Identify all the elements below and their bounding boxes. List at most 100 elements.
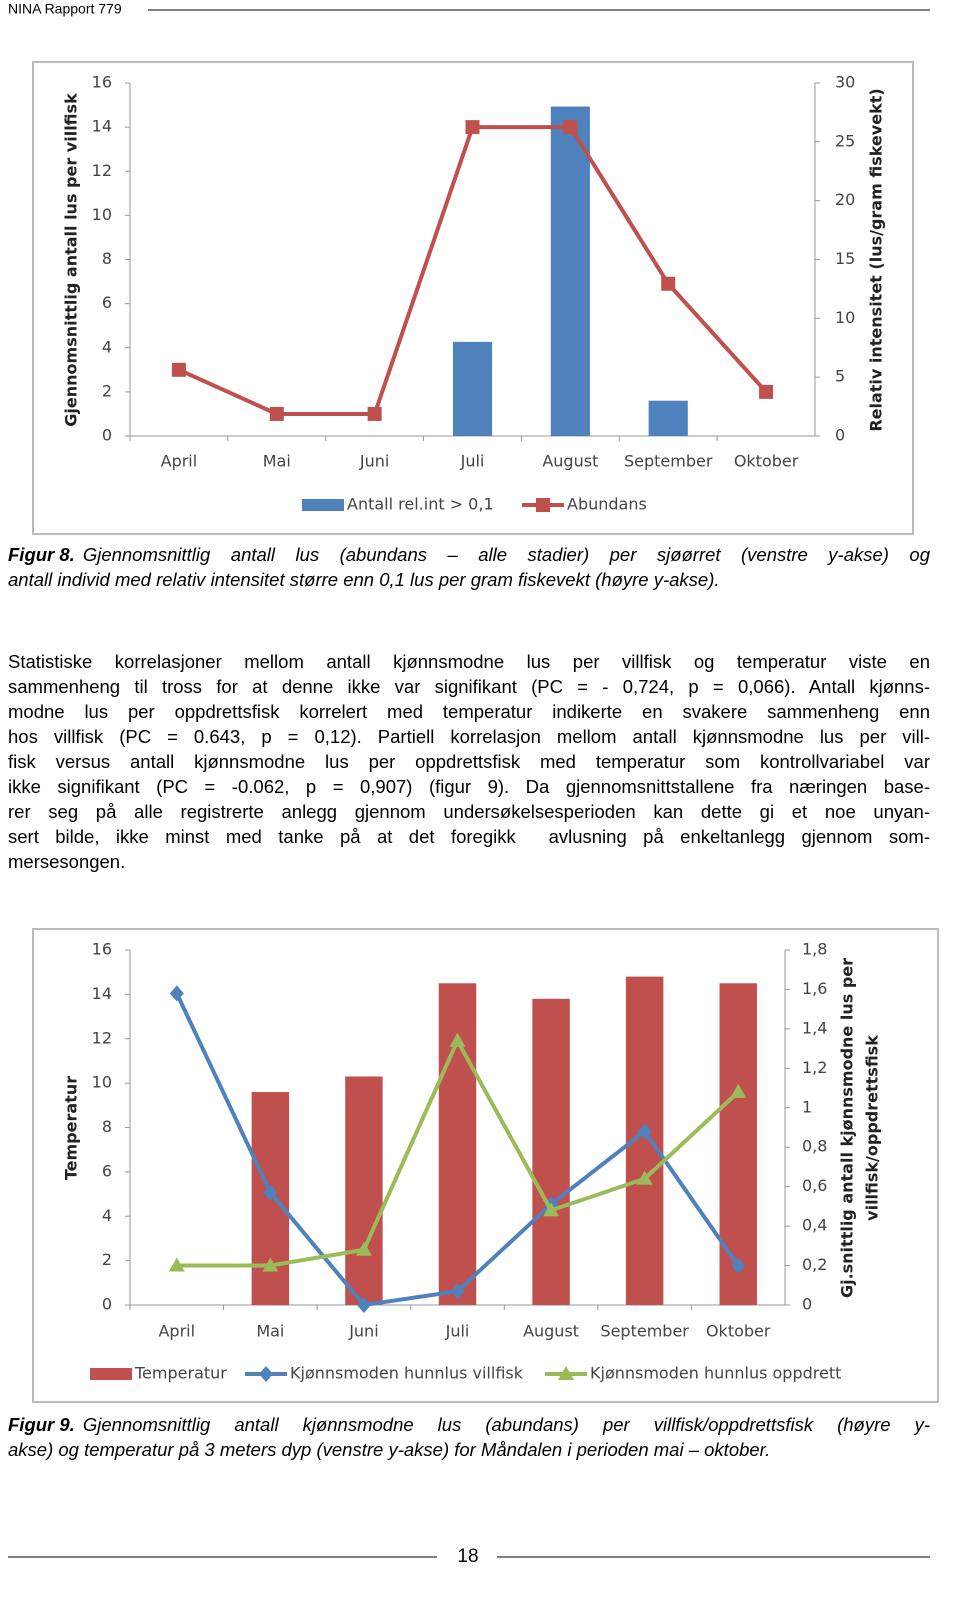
x-tick-label: Juni (359, 452, 389, 471)
bar (648, 400, 688, 436)
page-number: 18 (457, 1546, 478, 1567)
y-tick-label: 4 (102, 1206, 112, 1225)
paragraph-line: mersesongen. (8, 851, 126, 872)
marker (636, 1170, 653, 1185)
x-tick-label: Juli (445, 1322, 470, 1341)
paragraph-line: rer seg på alle registrerte anlegg gjenn… (8, 801, 930, 822)
marker (169, 985, 184, 1002)
marker (168, 1257, 185, 1272)
y2-tick-label: 5 (835, 367, 845, 386)
legend-swatch (90, 1368, 132, 1380)
y-tick-label: 12 (92, 1028, 112, 1047)
marker (269, 406, 284, 421)
marker (355, 1241, 372, 1256)
legend-label: Abundans (567, 495, 647, 514)
y-tick-label: 12 (92, 161, 112, 180)
header-title: NINA Rapport 779 (8, 1, 122, 17)
marker (558, 1366, 574, 1380)
y-tick-label: 0 (102, 426, 112, 445)
y2-tick-label: 1,4 (802, 1018, 827, 1037)
chart-frame (32, 928, 939, 1403)
y2-tick-label: 1,6 (802, 979, 827, 998)
x-tick-label: Juni (348, 1322, 378, 1341)
caption-label: Figur 8. (8, 544, 75, 565)
y-tick-label: 10 (92, 205, 112, 224)
marker (543, 1202, 560, 1217)
legend-label: Antall rel.int > 0,1 (347, 495, 494, 514)
y2-tick-label: 0,2 (802, 1255, 827, 1274)
caption-label: Figur 9. (8, 1414, 75, 1435)
x-tick-label: Mai (263, 452, 291, 471)
caption-text: Gjennomsnittlig antall lus (abundans – a… (82, 544, 930, 565)
y-tick-label: 2 (102, 381, 112, 400)
y-tick-label: 0 (102, 1295, 112, 1314)
paragraph-line: fisk versus antall kjønnsmodne lus per o… (8, 751, 930, 772)
marker (367, 406, 382, 421)
y2-tick-label: 1 (802, 1097, 812, 1116)
y-tick-label: 16 (92, 73, 112, 92)
bar (438, 983, 477, 1305)
marker (637, 1123, 652, 1140)
marker (263, 1184, 278, 1201)
paragraph-line: sert bilde, ikke minst med tanke på at d… (8, 826, 930, 847)
y2-axis-title: Relativ intensitet (lus/gram fiskevekt) (867, 88, 886, 431)
legend-swatch (302, 499, 344, 511)
y-tick-label: 14 (92, 984, 112, 1003)
caption-text: Gjennomsnittlig antall kjønnsmodne lus (… (82, 1414, 930, 1435)
y2-tick-label: 25 (835, 131, 855, 150)
paragraph-line: hos villfisk (PC = 0.643, p = 0,12). Par… (8, 726, 930, 747)
marker (259, 1366, 273, 1382)
x-tick-label: August (523, 1322, 579, 1341)
x-tick-label: Mai (256, 1322, 284, 1341)
y-axis-title: Temperatur (62, 1076, 81, 1180)
caption-line: Figur 9. Gjennomsnittlig antall kjønnsmod… (8, 1412, 930, 1437)
marker (536, 498, 550, 512)
caption-line: Figur 8. Gjennomsnittlig antall lus (abun… (8, 542, 930, 567)
paragraph-line: ikke signifikant (PC = -0.062, p = 0,907… (8, 776, 930, 797)
y2-tick-label: 0,6 (802, 1176, 827, 1195)
marker (759, 384, 774, 399)
y2-axis-title: villfisk/oppdrettsfisk (863, 1035, 882, 1221)
marker (449, 1032, 466, 1047)
marker (171, 362, 186, 377)
y2-tick-label: 1,2 (802, 1058, 827, 1077)
bar (452, 341, 493, 436)
legend-label: Temperatur (134, 1364, 227, 1383)
y-tick-label: 16 (92, 940, 112, 959)
bar (550, 106, 590, 437)
x-tick-label: April (161, 452, 198, 471)
y2-tick-label: 0 (802, 1295, 812, 1314)
x-tick-label: September (600, 1322, 689, 1341)
y2-axis-title: Gj.snittlig antall kjønnsmodne lus per (838, 958, 857, 1298)
y-tick-label: 14 (92, 117, 112, 136)
caption-line: akse) og temperatur på 3 meters dyp (ven… (8, 1439, 771, 1460)
y-tick-label: 2 (102, 1250, 112, 1269)
marker (465, 120, 480, 135)
y-tick-label: 8 (102, 1117, 112, 1136)
y2-tick-label: 0,8 (802, 1137, 827, 1156)
x-tick-label: September (624, 452, 713, 471)
y2-tick-label: 0 (835, 426, 845, 445)
bar (719, 983, 757, 1305)
y-tick-label: 6 (102, 293, 112, 312)
x-tick-label: Oktober (734, 452, 799, 471)
y2-tick-label: 15 (835, 249, 855, 268)
paragraph-line: modne lus per oppdrettsfisk korrelert me… (8, 701, 930, 722)
x-tick-label: August (542, 452, 598, 471)
caption-line: antall individ med relativ intensitet st… (8, 569, 720, 590)
marker (356, 1297, 371, 1313)
y-tick-label: 6 (102, 1161, 112, 1180)
x-tick-label: Oktober (706, 1322, 771, 1341)
x-tick-label: April (158, 1322, 195, 1341)
x-tick-label: Juli (460, 452, 485, 471)
marker (661, 276, 676, 291)
y2-tick-label: 0,4 (802, 1216, 827, 1235)
marker (262, 1257, 279, 1272)
bar (532, 998, 570, 1305)
marker (450, 1283, 465, 1300)
y-tick-label: 8 (102, 249, 112, 268)
paragraph-line: sammenheng til tross for at denne ikke v… (8, 676, 930, 697)
